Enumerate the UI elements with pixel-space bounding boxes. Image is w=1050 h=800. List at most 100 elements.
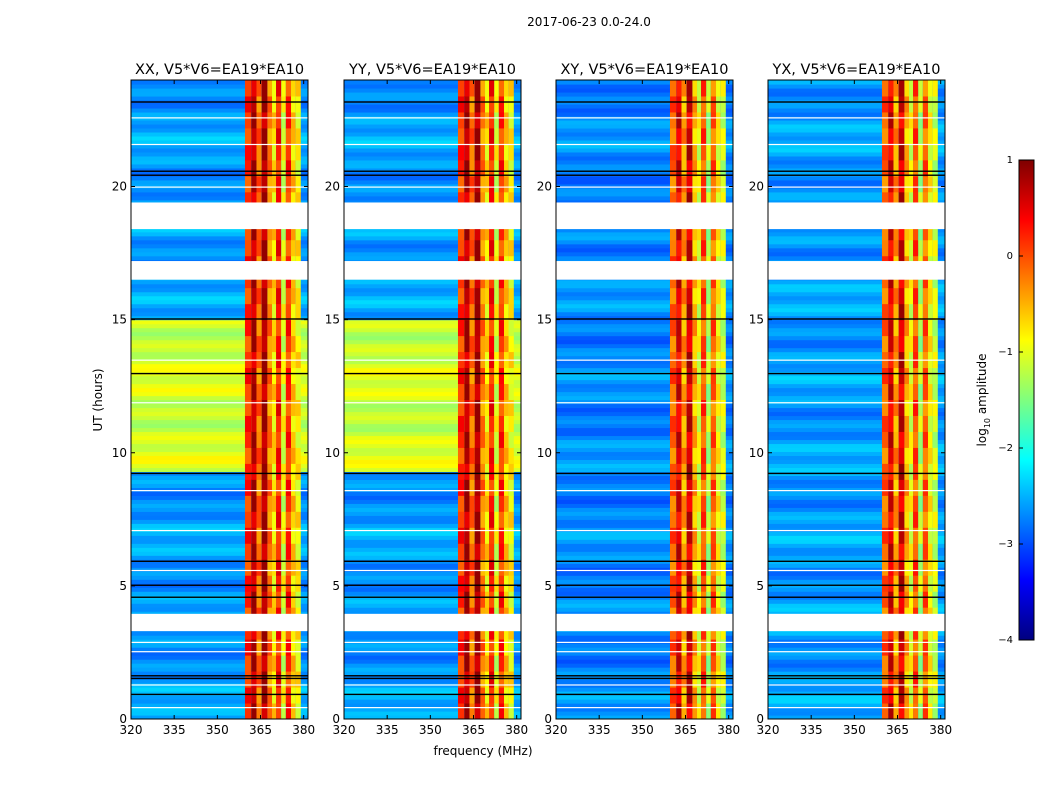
spectrum-row	[768, 119, 945, 125]
channel-cell	[504, 223, 509, 241]
channel-cell	[464, 319, 470, 337]
spectrum-row	[344, 603, 521, 608]
channel-cell	[898, 623, 905, 640]
channel-cell	[469, 143, 475, 161]
channel-cell	[669, 511, 677, 528]
channel-cell	[276, 271, 282, 289]
channel-cell	[720, 575, 726, 592]
channel-cell	[261, 191, 268, 209]
channel-cell	[272, 655, 277, 672]
channel-cell	[272, 591, 277, 608]
channel-cell	[706, 367, 711, 385]
channel-cell	[464, 271, 470, 289]
spectrum-row	[556, 511, 733, 516]
spectrum-row	[556, 363, 733, 369]
channel-cell	[498, 463, 505, 480]
channel-cell	[272, 623, 277, 640]
channel-cell	[681, 415, 687, 432]
channel-cell	[676, 303, 682, 321]
channel-cell	[295, 383, 301, 400]
channel-cell	[716, 511, 721, 528]
channel-cell	[504, 80, 509, 97]
channel-cell	[701, 127, 707, 145]
channel-cell	[692, 575, 698, 592]
channel-cell	[697, 463, 702, 480]
spectrum-row	[131, 579, 308, 584]
channel-cell	[457, 383, 465, 400]
channel-cell	[504, 239, 509, 257]
channel-cell	[494, 143, 499, 161]
x-tick-label: 365	[886, 723, 909, 737]
channel-cell	[285, 159, 292, 177]
channel-cell	[489, 399, 495, 416]
spectrum-row	[768, 351, 945, 357]
channel-cell	[485, 655, 490, 672]
channel-cell	[932, 95, 938, 113]
spectrum-row	[556, 667, 733, 672]
channel-cell	[267, 127, 273, 145]
channel-cell	[888, 367, 894, 385]
channel-cell	[261, 655, 268, 672]
spectrum-row	[131, 643, 308, 648]
channel-cell	[457, 559, 465, 576]
channel-cell	[706, 287, 711, 305]
channel-cell	[676, 95, 682, 113]
channel-cell	[480, 287, 486, 305]
channel-cell	[251, 287, 257, 305]
channel-cell	[706, 655, 711, 672]
channel-cell	[498, 623, 505, 640]
spectrum-row	[768, 511, 945, 516]
channel-cell	[932, 399, 938, 416]
x-tick-label: 350	[843, 723, 866, 737]
channel-cell	[291, 191, 296, 209]
channel-cell	[888, 271, 894, 289]
channel-cell	[508, 159, 514, 177]
channel-cell	[281, 335, 286, 353]
spectrum-row	[131, 519, 308, 524]
channel-cell	[489, 431, 495, 448]
spectrum-row	[131, 435, 308, 441]
channel-cell	[881, 479, 889, 496]
channel-cell	[251, 399, 257, 416]
flag-line	[131, 318, 308, 320]
channel-cell	[498, 271, 505, 289]
channel-cell	[256, 175, 262, 193]
channel-cell	[676, 527, 682, 544]
spectrum-row	[556, 483, 733, 488]
channel-cell	[701, 159, 707, 177]
channel-cell	[904, 191, 910, 209]
channel-cell	[480, 159, 486, 177]
spectrum-row	[344, 80, 521, 85]
channel-cell	[701, 575, 707, 592]
channel-cell	[489, 175, 495, 193]
channel-cell	[285, 623, 292, 640]
channel-cell	[720, 479, 726, 496]
channel-cell	[281, 463, 286, 480]
channel-cell	[244, 415, 252, 432]
channel-cell	[480, 143, 486, 161]
spectrum-row	[768, 183, 945, 189]
channel-cell	[508, 239, 514, 257]
spectrum-row	[768, 175, 945, 181]
channel-cell	[244, 639, 252, 656]
spectrum-row	[131, 407, 308, 413]
spectrum-row	[344, 179, 521, 185]
channel-cell	[285, 479, 292, 496]
channel-cell	[922, 479, 929, 496]
channel-cell	[244, 367, 252, 385]
channel-cell	[508, 319, 514, 337]
channel-cell	[893, 319, 899, 337]
channel-cell	[922, 80, 929, 97]
spectrum-row	[344, 475, 521, 480]
spectrum-row	[768, 459, 945, 464]
channel-cell	[909, 463, 914, 480]
channel-cell	[716, 383, 721, 400]
channel-cell	[669, 303, 677, 321]
spectrum-row	[131, 279, 308, 285]
channel-cell	[464, 543, 470, 560]
channel-cell	[508, 127, 514, 145]
channel-cell	[913, 399, 919, 416]
spectrum-row	[344, 411, 521, 417]
channel-cell	[686, 239, 693, 257]
spectrum-row	[768, 643, 945, 648]
